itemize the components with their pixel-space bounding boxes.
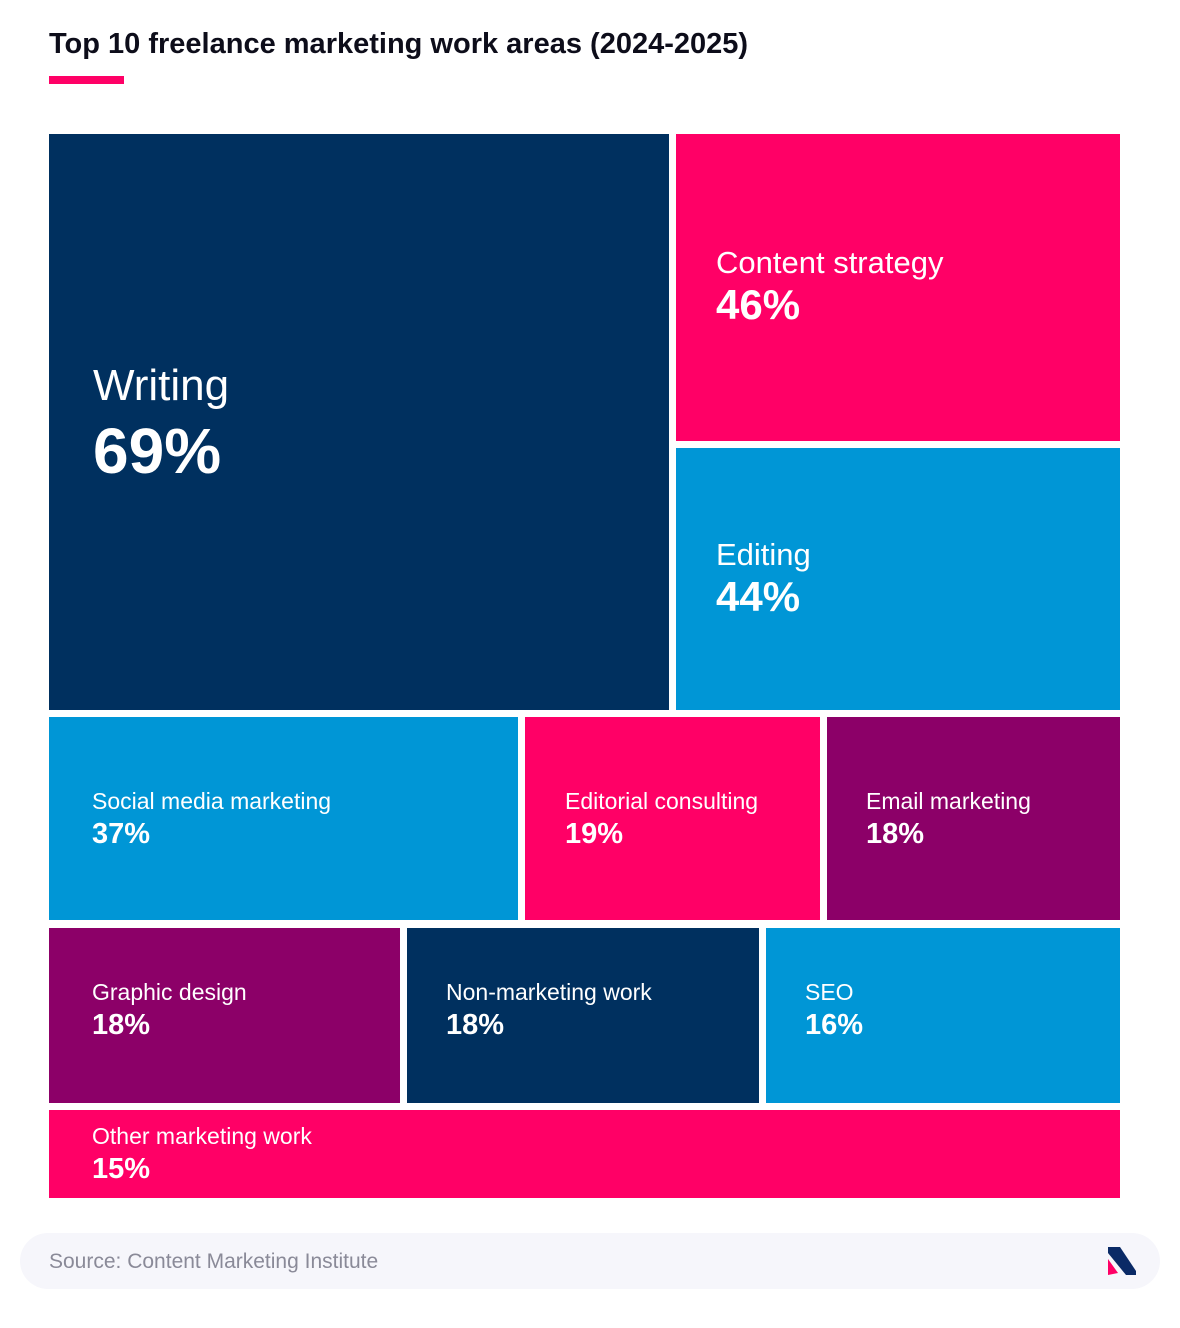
tile-label: Email marketing — [866, 788, 1031, 814]
tile-value: 18% — [92, 1009, 151, 1041]
tile-label: Content strategy — [716, 245, 944, 280]
tile-writing: Writing 69% — [49, 134, 669, 710]
tile-value: 44% — [716, 573, 801, 620]
brand-logo-icon — [1108, 1247, 1136, 1275]
tile-content-strategy: Content strategy 46% — [676, 134, 1120, 441]
tile-email-marketing: Email marketing 18% — [827, 717, 1120, 920]
source-text: Source: Content Marketing Institute — [49, 1250, 379, 1273]
tile-seo: SEO 16% — [766, 928, 1120, 1103]
tile-non-marketing-work: Non-marketing work 18% — [407, 928, 759, 1103]
tile-label: Editorial consulting — [565, 788, 759, 814]
tile-editing: Editing 44% — [676, 448, 1120, 710]
tile-other-marketing-work: Other marketing work 15% — [49, 1110, 1120, 1198]
tile-value: 18% — [866, 818, 925, 850]
title-accent-bar — [49, 76, 124, 84]
tile-label: Graphic design — [92, 979, 247, 1005]
tile-value: 46% — [716, 281, 801, 328]
tile-label: Other marketing work — [92, 1123, 312, 1149]
tile-value: 69% — [93, 415, 222, 487]
tile-label: Editing — [716, 537, 811, 572]
tile-value: 15% — [92, 1153, 151, 1185]
tile-label: Social media marketing — [92, 788, 332, 814]
tile-editorial-consulting: Editorial consulting 19% — [525, 717, 820, 920]
tile-value: 16% — [805, 1009, 864, 1041]
tile-label: Non-marketing work — [446, 979, 652, 1005]
chart-title: Top 10 freelance marketing work areas (2… — [49, 28, 749, 60]
tile-value: 37% — [92, 818, 151, 850]
source-bar: Source: Content Marketing Institute — [20, 1233, 1160, 1289]
tile-value: 18% — [446, 1009, 505, 1041]
tile-label: Writing — [93, 361, 230, 410]
tile-social-media-marketing: Social media marketing 37% — [49, 717, 518, 920]
tile-value: 19% — [565, 818, 624, 850]
tile-graphic-design: Graphic design 18% — [49, 928, 400, 1103]
tile-label: SEO — [805, 979, 854, 1005]
